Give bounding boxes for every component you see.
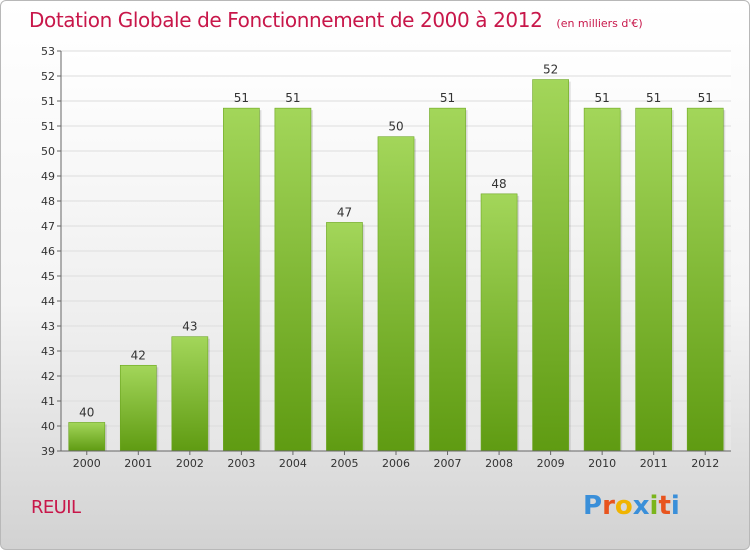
x-tick-label: 2012 [691, 457, 719, 470]
y-tick-label: 41 [41, 395, 55, 408]
bar-2011 [635, 107, 673, 452]
y-tick-label: 51 [41, 95, 55, 108]
bar-2008 [480, 193, 518, 452]
value-label: 51 [285, 91, 300, 105]
x-tick-label: 2009 [537, 457, 565, 470]
y-tick-label: 46 [41, 245, 55, 258]
y-tick-label: 53 [41, 45, 55, 58]
y-tick-label: 52 [41, 70, 55, 83]
x-tick-label: 2003 [227, 457, 255, 470]
bar-2001 [119, 364, 157, 452]
value-label: 51 [440, 91, 455, 105]
proxiti-logo: Proxiti [583, 491, 680, 521]
bar-2009 [532, 79, 569, 452]
y-tick-label: 42 [41, 370, 55, 383]
value-label: 51 [234, 91, 249, 105]
logo-letter: i [649, 491, 659, 521]
value-label: 51 [595, 91, 610, 105]
commune-name: REUIL [31, 497, 81, 518]
y-tick-label: 43 [41, 345, 55, 358]
value-label: 47 [337, 205, 352, 219]
value-label: 43 [182, 320, 197, 334]
value-label: 52 [543, 63, 558, 77]
bar-2007 [429, 107, 466, 452]
bar-2006 [377, 136, 415, 452]
y-tick-label: 51 [41, 120, 55, 133]
y-tick-label: 43 [41, 320, 55, 333]
bar-2010 [583, 107, 621, 452]
bar-2012 [686, 107, 724, 452]
y-tick-label: 47 [41, 220, 55, 233]
title-unit: (en milliers d'€) [556, 17, 643, 30]
y-tick-label: 48 [41, 195, 55, 208]
axes: 39 40 41 42 43 43 44 45 46 47 48 49 50 51 51 52 53 2000 20… [41, 45, 731, 470]
x-tick-label: 2008 [485, 457, 513, 470]
x-tick-label: 2010 [588, 457, 616, 470]
value-label: 50 [388, 120, 403, 134]
chart-title: Dotation Globale de Fonctionnement de 20… [29, 8, 643, 32]
y-tick-label: 50 [41, 145, 55, 158]
x-tick-label: 2007 [434, 457, 462, 470]
x-tick-label: 2006 [382, 457, 410, 470]
y-tick-label: 45 [41, 270, 55, 283]
x-tick-label: 2005 [330, 457, 358, 470]
title-text: Dotation Globale de Fonctionnement de 20… [29, 8, 543, 32]
y-tick-label: 49 [41, 170, 55, 183]
logo-letter: i [670, 491, 680, 521]
bar-2005 [326, 222, 363, 452]
value-label: 51 [698, 91, 713, 105]
value-label: 42 [131, 348, 146, 362]
value-label: 51 [646, 91, 661, 105]
logo-letter: x [632, 491, 650, 521]
y-tick-label: 39 [41, 445, 55, 458]
logo-letter: t [658, 491, 671, 521]
bar-2003 [223, 107, 260, 452]
y-tick-label: 40 [41, 420, 55, 433]
bar-2002 [171, 336, 209, 452]
bar-2004 [274, 107, 312, 452]
logo-letter: r [602, 491, 615, 521]
logo-letter: P [583, 491, 603, 521]
value-label: 48 [491, 177, 506, 191]
x-tick-label: 2004 [279, 457, 307, 470]
bar-2000 [68, 422, 106, 452]
bars [68, 79, 726, 452]
x-tick-label: 2001 [124, 457, 152, 470]
value-labels: 40 42 43 51 51 47 50 51 48 52 51 51 51 [79, 63, 713, 420]
x-tick-label: 2002 [176, 457, 204, 470]
value-label: 40 [79, 405, 94, 419]
x-tick-label: 2000 [73, 457, 101, 470]
y-tick-label: 44 [41, 295, 55, 308]
x-tick-label: 2011 [640, 457, 668, 470]
logo-letter: o [614, 491, 633, 521]
